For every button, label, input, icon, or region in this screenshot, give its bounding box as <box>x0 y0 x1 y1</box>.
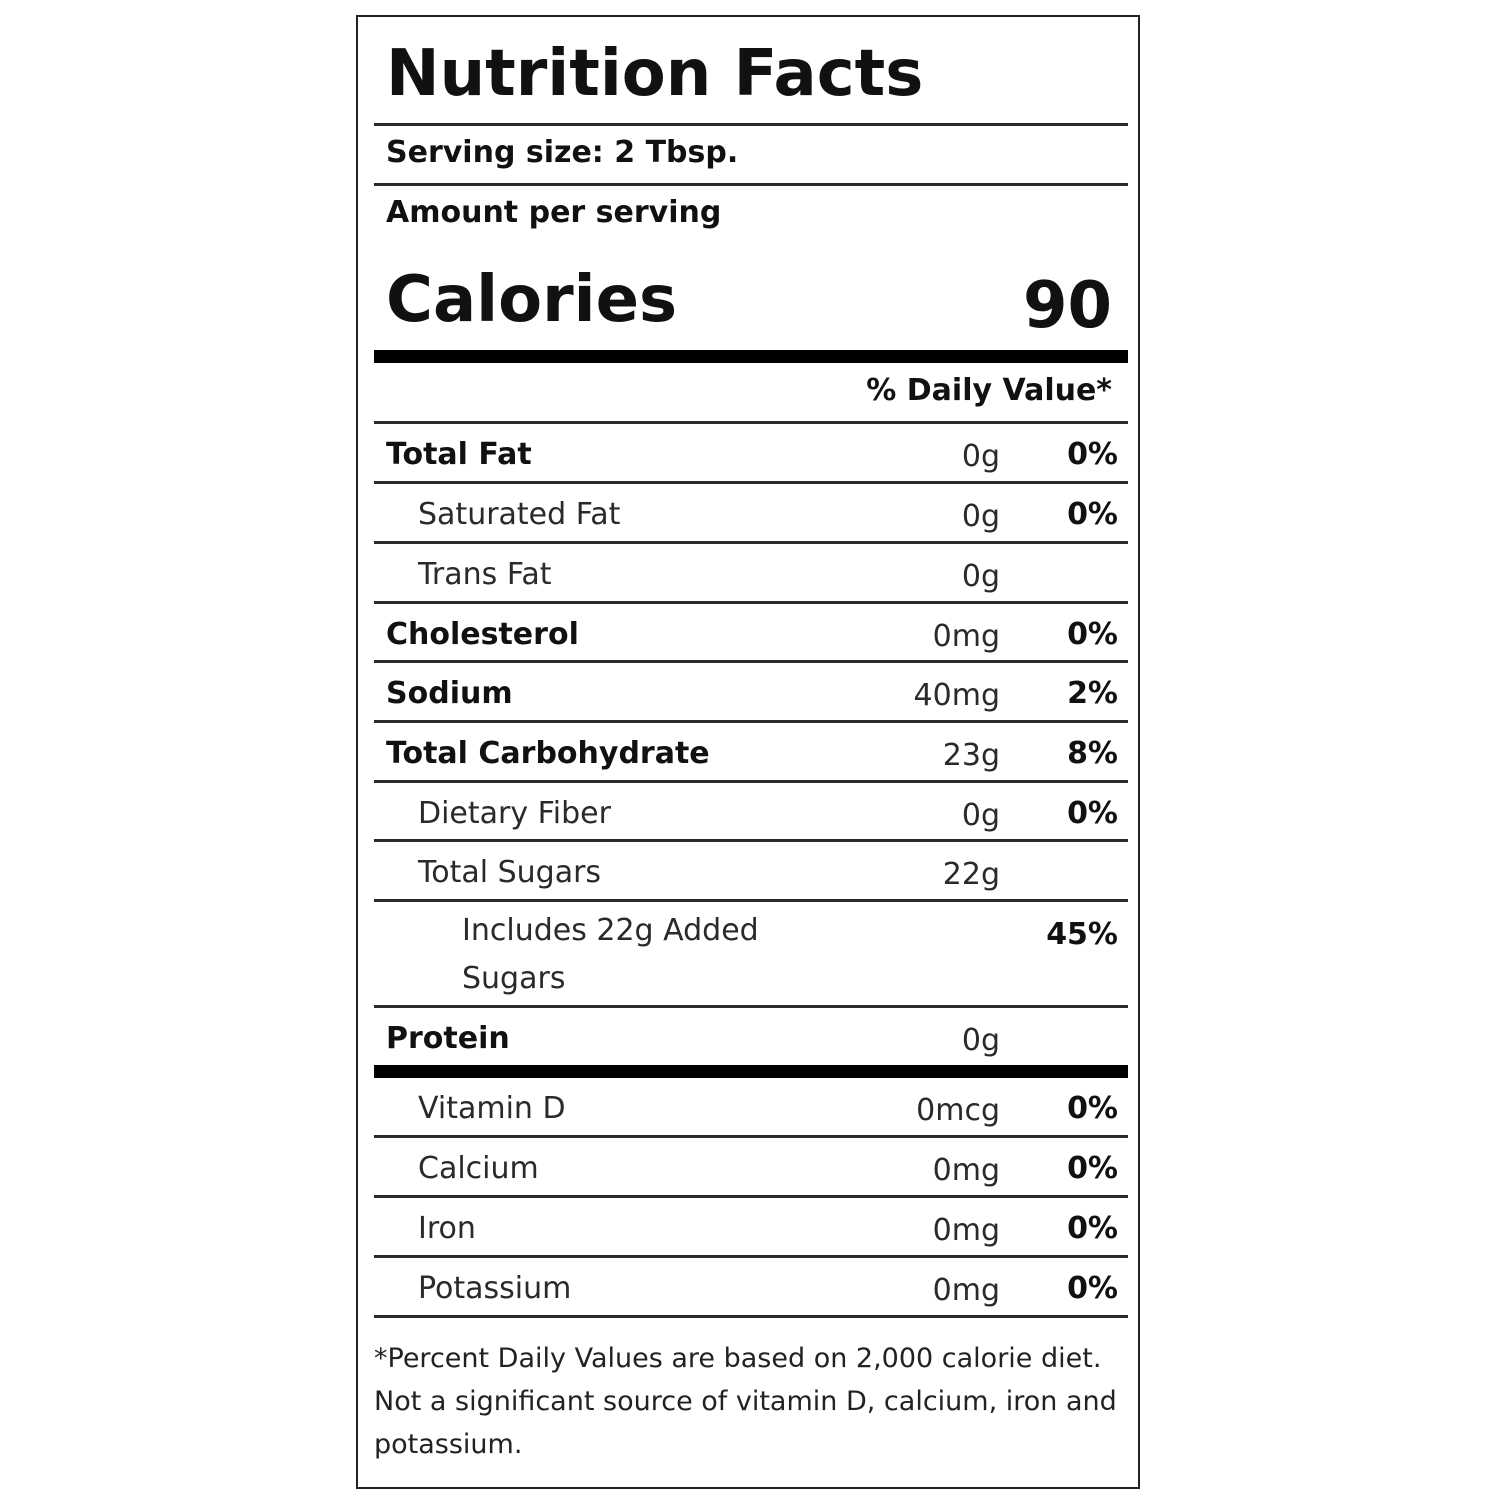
divider <box>374 183 1128 186</box>
vitamin-daily-value: 0% <box>1067 1271 1118 1306</box>
nutrient-row-sodium: Sodium 40mg 2% <box>374 664 1128 720</box>
daily-value-footnote: *Percent Daily Values are based on 2,000… <box>374 1343 1117 1460</box>
divider <box>374 780 1128 783</box>
nutrient-row-dietary-fiber: Dietary Fiber 0g 0% <box>374 784 1128 840</box>
vitamin-amount: 0mg <box>932 1213 1000 1248</box>
vitamin-row-calcium: Calcium 0mg 0% <box>374 1139 1128 1195</box>
vitamin-amount: 0mg <box>932 1153 1000 1188</box>
nutrient-name: Cholesterol <box>386 617 579 652</box>
divider <box>374 123 1128 126</box>
divider <box>374 839 1128 842</box>
divider <box>374 1315 1128 1318</box>
divider <box>374 601 1128 604</box>
nutrient-daily-value: 2% <box>1067 676 1118 711</box>
nutrient-amount: 40mg <box>913 678 1000 713</box>
divider <box>374 481 1128 484</box>
vitamin-amount: 0mg <box>932 1273 1000 1308</box>
daily-value-header: % Daily Value* <box>866 373 1112 408</box>
nutrient-amount: 0g <box>961 559 1000 594</box>
divider <box>374 1255 1128 1258</box>
nutrient-name: Total Sugars <box>418 855 602 890</box>
vitamin-daily-value: 0% <box>1067 1091 1118 1126</box>
nutrient-row-protein: Protein 0g <box>374 1009 1128 1065</box>
nutrition-facts-label: Nutrition Facts Serving size: 2 Tbsp. Am… <box>356 15 1140 1489</box>
nutrient-amount: 0g <box>961 439 1000 474</box>
nutrient-daily-value: 0% <box>1067 437 1118 472</box>
nutrient-name: Includes 22g Added Sugars <box>462 913 759 996</box>
nutrient-daily-value: 0% <box>1067 796 1118 831</box>
thick-divider <box>374 350 1128 363</box>
nutrient-daily-value: 45% <box>1046 917 1118 952</box>
nutrient-row-total-sugars: Total Sugars 22g <box>374 843 1128 899</box>
nutrient-daily-value: 8% <box>1067 736 1118 771</box>
amount-per-serving: Amount per serving <box>386 195 722 230</box>
divider <box>374 1135 1128 1138</box>
nutrient-name: Sodium <box>386 676 513 711</box>
vitamin-amount: 0mcg <box>916 1093 1000 1128</box>
nutrient-amount: 23g <box>942 738 1000 773</box>
divider <box>374 1195 1128 1198</box>
vitamin-daily-value: 0% <box>1067 1151 1118 1186</box>
nutrient-amount: 0g <box>961 798 1000 833</box>
nutrient-daily-value: 0% <box>1067 497 1118 532</box>
thick-divider <box>374 1065 1128 1078</box>
nutrient-row-added-sugars: Includes 22g Added Sugars 45% <box>374 903 1128 1007</box>
nutrient-amount: 0g <box>961 1023 1000 1058</box>
nutrient-name: Trans Fat <box>418 557 552 592</box>
divider <box>374 720 1128 723</box>
nutrient-row-cholesterol: Cholesterol 0mg 0% <box>374 605 1128 661</box>
nutrient-daily-value: 0% <box>1067 617 1118 652</box>
vitamin-row-vitamin-d: Vitamin D 0mcg 0% <box>374 1079 1128 1135</box>
nutrient-row-saturated-fat: Saturated Fat 0g 0% <box>374 485 1128 541</box>
divider <box>374 899 1128 902</box>
divider <box>374 1005 1128 1008</box>
nutrient-name: Total Carbohydrate <box>386 736 710 771</box>
divider <box>374 660 1128 663</box>
vitamin-name: Vitamin D <box>418 1091 566 1126</box>
nutrient-amount: 0g <box>961 499 1000 534</box>
nutrient-name: Total Fat <box>386 437 532 472</box>
nutrient-row-total-carbohydrate: Total Carbohydrate 23g 8% <box>374 724 1128 780</box>
divider <box>374 421 1128 424</box>
nutrient-name: Protein <box>386 1021 510 1056</box>
vitamin-daily-value: 0% <box>1067 1211 1118 1246</box>
vitamin-row-iron: Iron 0mg 0% <box>374 1199 1128 1255</box>
calories-value: 90 <box>1022 269 1112 343</box>
serving-size: Serving size: 2 Tbsp. <box>386 135 739 170</box>
label-title: Nutrition Facts <box>386 37 924 111</box>
vitamin-name: Calcium <box>418 1151 539 1186</box>
vitamin-name: Potassium <box>418 1271 572 1306</box>
nutrient-row-total-fat: Total Fat 0g 0% <box>374 425 1128 481</box>
calories-label: Calories <box>386 263 678 337</box>
nutrient-amount: 0mg <box>932 619 1000 654</box>
nutrient-name: Saturated Fat <box>418 497 621 532</box>
vitamin-name: Iron <box>418 1211 476 1246</box>
nutrient-name: Dietary Fiber <box>418 796 611 831</box>
vitamin-row-potassium: Potassium 0mg 0% <box>374 1259 1128 1315</box>
nutrient-amount: 22g <box>942 857 1000 892</box>
nutrient-row-trans-fat: Trans Fat 0g <box>374 545 1128 601</box>
divider <box>374 541 1128 544</box>
